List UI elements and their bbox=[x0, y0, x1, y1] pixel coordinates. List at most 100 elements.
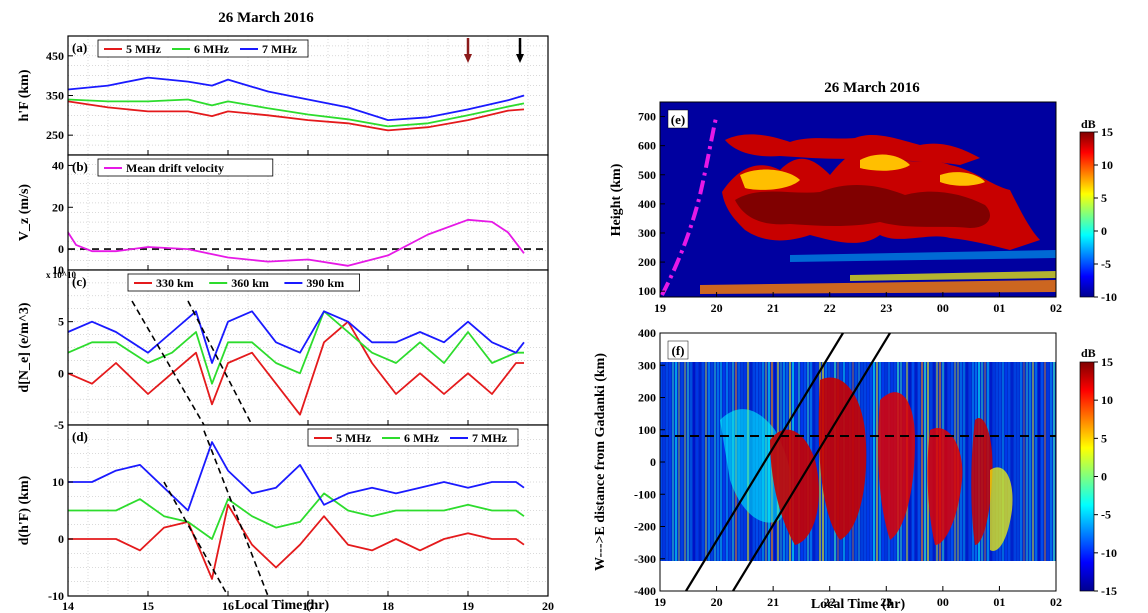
legend-entry: 360 km bbox=[231, 276, 269, 290]
heatmap-stripe bbox=[1044, 362, 1046, 561]
heatmap-stripe bbox=[681, 362, 683, 561]
y-tick-label: 250 bbox=[46, 128, 64, 142]
y-tick-label: -200 bbox=[634, 520, 656, 534]
heatmap-stripe bbox=[1047, 362, 1049, 561]
panel-a: 250 350 450 (a) h'F (km) 5 MHz 6 MHz 7 MHz bbox=[17, 35, 549, 156]
series-line-6-mhz bbox=[67, 98, 525, 128]
heatmap-stripe bbox=[690, 362, 692, 561]
heatmap-stripe bbox=[666, 362, 668, 561]
heatmap-stripe bbox=[1029, 362, 1031, 561]
colorbar-tick-label: 15 bbox=[1101, 355, 1113, 369]
heatmap-stripe bbox=[915, 362, 917, 561]
heatmap-stripe bbox=[687, 362, 689, 561]
y-tick-label: 450 bbox=[46, 49, 64, 63]
y-tick-label: 0 bbox=[58, 366, 64, 380]
y-tick-label: 300 bbox=[638, 358, 656, 372]
y-axis-label: h'F (km) bbox=[17, 69, 32, 121]
heatmap-stripe bbox=[669, 362, 671, 561]
heatmap-stripe bbox=[993, 362, 995, 561]
legend-entry: 7 MHz bbox=[262, 42, 298, 56]
colorbar-tick-label: 0 bbox=[1101, 224, 1107, 238]
series-line-mean-drift-velocity bbox=[67, 218, 525, 267]
y-tick-label: 400 bbox=[638, 326, 656, 340]
heatmap-stripe bbox=[1008, 362, 1010, 561]
colorbar-tick-label: 15 bbox=[1101, 125, 1113, 139]
x-tick-label: 18 bbox=[382, 599, 394, 613]
x-tick-label: 01 bbox=[993, 595, 1005, 609]
left-figure-title: 26 March 2016 bbox=[218, 10, 314, 26]
heatmap-stripe bbox=[1032, 362, 1034, 561]
x-tick-label: 21 bbox=[767, 595, 779, 609]
x-tick-label: 21 bbox=[767, 301, 779, 315]
panel-f-colorbar bbox=[1079, 361, 1095, 592]
x-tick-label: 19 bbox=[654, 301, 666, 315]
y-tick-label: 10 bbox=[52, 263, 64, 277]
heatmap-stripe bbox=[711, 362, 713, 561]
heatmap-stripe bbox=[675, 362, 677, 561]
y-tick-label: 100 bbox=[638, 284, 656, 298]
heatmap-stripe bbox=[816, 362, 818, 561]
heatmap-stripe bbox=[696, 362, 698, 561]
heatmap-stripe bbox=[876, 362, 878, 561]
panel-b: 0 20 40 (b) V_z (m/s) Mean drift velocity bbox=[17, 154, 549, 271]
heatmap-stripe bbox=[1017, 362, 1019, 561]
x-tick-label: 17 bbox=[302, 599, 314, 613]
panel-e-colorbar-ticks: -10 -5 0 5 10 15 bbox=[1094, 125, 1117, 304]
y-axis-label: V_z (m/s) bbox=[17, 184, 32, 241]
arrow-head-icon bbox=[464, 54, 472, 63]
y-tick-label: -300 bbox=[634, 552, 656, 566]
y-tick-label: -10 bbox=[48, 589, 64, 603]
panel-d: -10 0 10 14 15 16 17 18 19 20 (d) d(h'F) (km) 5 MHz 6… bbox=[17, 424, 554, 613]
heatmap-stripe bbox=[717, 362, 719, 561]
heatmap-stripe bbox=[714, 362, 716, 561]
legend-entry: Mean drift velocity bbox=[126, 161, 224, 175]
legend-entry: 5 MHz bbox=[336, 431, 372, 445]
y-tick-label: 350 bbox=[46, 89, 64, 103]
legend-entry: 390 km bbox=[306, 276, 344, 290]
x-tick-label: 00 bbox=[937, 595, 949, 609]
heatmap-stripe bbox=[699, 362, 701, 561]
heatmap-stripe bbox=[720, 362, 722, 561]
colorbar-tick-label: 10 bbox=[1101, 158, 1113, 172]
panel-label: (b) bbox=[72, 159, 88, 174]
panel-e-echoes bbox=[660, 117, 1056, 296]
left-x-axis-label: Local Time (hr) bbox=[235, 598, 330, 613]
heatmap-stripe bbox=[921, 362, 923, 561]
heatmap-stripe bbox=[1053, 362, 1055, 561]
heatmap-stripe bbox=[1050, 362, 1052, 561]
heatmap-stripe bbox=[708, 362, 710, 561]
panel-e-ticks: 100 200 300 400 500 600 700 19 20 21 22 23 00 01 02 bbox=[638, 110, 1062, 315]
x-tick-label: 19 bbox=[654, 595, 666, 609]
legend-entry: 6 MHz bbox=[194, 42, 230, 56]
panel-f-colorbar-ticks: -15 -10 -5 0 5 10 15 bbox=[1094, 355, 1117, 598]
panel-f-colorbar-unit: dB bbox=[1081, 346, 1096, 360]
panel-e-magenta-curve bbox=[660, 117, 718, 296]
series-line-6-mhz bbox=[68, 492, 525, 540]
panel-e-y-axis-label: Height (km) bbox=[609, 163, 624, 236]
series-line-390-km bbox=[67, 310, 525, 364]
y-tick-label: 300 bbox=[638, 226, 656, 240]
axis-multiplier: x 10^10 bbox=[46, 270, 76, 280]
colorbar-tick-label: -5 bbox=[1101, 257, 1111, 271]
y-tick-label: 400 bbox=[638, 197, 656, 211]
x-tick-label: 02 bbox=[1050, 301, 1062, 315]
heatmap-stripe bbox=[1005, 362, 1007, 561]
x-tick-label: 20 bbox=[711, 301, 723, 315]
colorbar-tick-label: -10 bbox=[1101, 546, 1117, 560]
heatmap-stripe bbox=[999, 362, 1001, 561]
heatmap-stripe bbox=[1011, 362, 1013, 561]
y-tick-label: 200 bbox=[638, 391, 656, 405]
colorbar-tick-label: -10 bbox=[1101, 290, 1117, 304]
x-tick-label: 02 bbox=[1050, 595, 1062, 609]
right-x-axis-label: Local Time (hr) bbox=[811, 597, 906, 612]
right-figure-title: 26 March 2016 bbox=[824, 80, 920, 96]
y-tick-label: 600 bbox=[638, 139, 656, 153]
panel-a-grid bbox=[68, 36, 548, 155]
y-tick-label: 700 bbox=[638, 110, 656, 124]
dashed-slant-line bbox=[187, 300, 253, 426]
arrow-head-icon bbox=[516, 54, 524, 63]
dashed-slant-line bbox=[163, 481, 229, 597]
